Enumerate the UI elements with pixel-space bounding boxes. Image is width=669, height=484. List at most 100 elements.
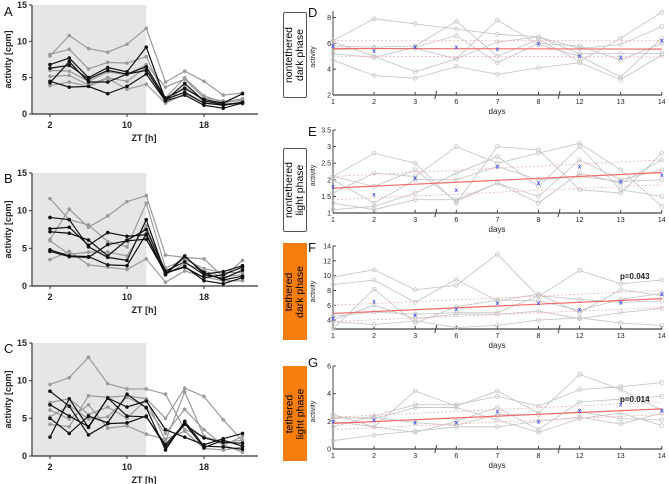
individual-point [618,57,624,63]
data-point [86,393,91,398]
data-point [48,422,52,427]
individual-point [618,421,624,427]
mean-marker: x [496,47,500,53]
data-point [67,47,72,52]
mean-marker: x [619,403,623,409]
individual-point [618,35,624,41]
y-tick-label: 0 [22,109,27,119]
data-point [182,93,187,97]
individual-point [412,167,418,173]
data-point [144,223,149,228]
data-point [125,263,129,268]
mean-marker: x [414,313,418,319]
y-tick-label: 3 [327,144,331,151]
data-point [48,416,52,421]
data-point [202,79,206,84]
individual-point [536,147,541,153]
individual-point [330,190,336,196]
condition-box-F: tethered dark phase [283,243,307,340]
data-point [67,249,72,254]
individual-point [618,179,624,184]
x-tick-label: 13 [617,217,625,224]
y-tick-label: 1.5 [321,194,331,201]
data-point [105,263,110,267]
individual-point [618,287,624,293]
individual-point [618,296,624,302]
data-point [125,87,129,92]
individual-point [412,197,418,203]
p-value-F: p=0.043 [620,272,650,281]
individual-point [494,39,500,45]
individual-point [659,417,665,423]
data-point [144,399,149,403]
y-tick-label: 5 [22,413,27,423]
individual-point [371,424,377,430]
y-tick-label: 15 [17,0,27,10]
y-tick-label: 2 [327,93,331,100]
data-point [125,258,129,263]
data-point [125,72,129,76]
data-point [144,72,149,76]
data-point [67,56,72,60]
individual-point [371,207,377,213]
data-point [163,280,168,285]
data-point [221,101,226,105]
x-tick-label: 18 [199,292,209,302]
individual-point [453,56,459,62]
individual-point [618,77,624,82]
data-point [86,255,91,260]
data-point [163,253,168,257]
data-point [182,69,187,73]
individual-point [330,177,336,183]
condition-label: light phase [294,388,307,439]
ci-lower-line [332,307,662,322]
data-point [125,387,129,391]
ci-lower-line [332,184,662,201]
x-tick-label: 8 [537,333,541,340]
regression-line [332,298,662,315]
data-point [240,450,245,455]
data-point [67,231,72,236]
condition-label: dark phase [294,265,307,318]
individual-point [412,69,418,75]
data-point [67,217,72,222]
individual-point [618,190,624,196]
data-point [221,418,226,422]
data-point [144,64,149,69]
data-point [86,355,91,360]
mean-marker: x [455,307,459,313]
individual-point [536,34,541,40]
individual-point [536,293,541,299]
individual-point [412,190,418,196]
y-axis-label: activity [cpm] [3,370,13,428]
y-tick-label: 10 [17,376,27,386]
x-tick-label: 1 [331,453,335,460]
individual-point [453,311,459,317]
data-point [240,278,245,283]
individual-point [371,277,377,283]
data-point [221,269,226,274]
data-point [67,431,72,436]
data-point [125,267,129,272]
individual-point [577,414,582,420]
individual-point [453,276,459,282]
x-tick-label: 14 [658,217,666,224]
data-point [86,417,91,421]
individual-point [371,200,377,206]
data-point [86,243,91,248]
individual-point [536,429,541,435]
data-point [125,405,129,409]
individual-point [618,42,624,47]
data-point [182,81,187,86]
data-point [67,396,72,401]
individual-point [494,160,500,166]
individual-point [659,177,665,183]
individual-point [453,170,459,176]
data-point [144,45,149,49]
individual-point [659,423,665,428]
individual-point [577,187,582,193]
x-tick-label: 6 [454,333,458,340]
x-tick-label: 2 [47,292,52,302]
data-point [202,394,206,399]
data-point [163,96,168,100]
